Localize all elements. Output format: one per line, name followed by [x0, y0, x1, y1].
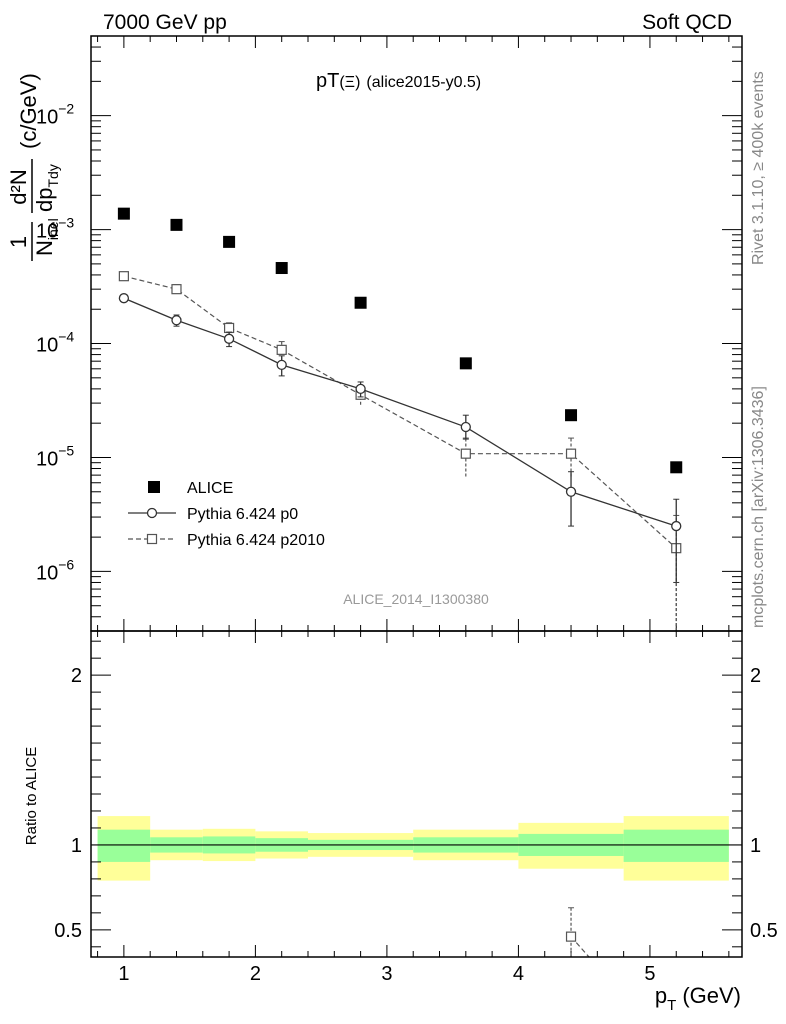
marker-p0 — [671, 520, 682, 532]
y-tick-label-exponent: −3 — [58, 215, 74, 231]
ratio-y-tick-label: 1 — [71, 835, 82, 857]
legend-label: Pythia 6.424 p0 — [187, 506, 298, 523]
analysis-label: ALICE_2014_I1300380 — [343, 591, 489, 607]
main-ylabel: 1 Ninel d²N dpTdy (c/GeV) — [6, 73, 61, 261]
title-sym: (Ξ) — [339, 74, 360, 91]
legend-marker-p2010 — [146, 533, 158, 545]
marker-p2010 — [171, 284, 182, 295]
ylabel-one: 1 — [6, 236, 31, 248]
mcplots-label: mcplots.cern.ch [arXiv:1306.3436] — [750, 386, 767, 628]
ratio-uncertainty-bands — [91, 816, 742, 881]
ratio-series-layer — [565, 907, 590, 958]
x-tick-label: 2 — [250, 963, 261, 985]
marker-p0 — [276, 359, 287, 370]
marker-p2010 — [565, 448, 577, 459]
y-tick-label-exponent: −4 — [58, 329, 74, 345]
marker-p2010 — [276, 344, 287, 355]
x-axis-label: pT (GeV) — [655, 983, 741, 1014]
ylabel-unit: (c/GeV) — [16, 73, 41, 149]
series-line-p2010 — [123, 275, 677, 549]
main-axis-ticks: 10−610−510−410−310−2 — [36, 35, 742, 632]
y-tick-label: 10−4 — [36, 329, 74, 357]
ratio-axis-ticks: 1 2 3 4 5 0.5 0.5 1 1 2 2 — [54, 631, 778, 985]
ratio-y-tick-label-right: 2 — [750, 665, 761, 687]
marker-alice — [565, 409, 578, 422]
series-line-p0 — [123, 297, 677, 527]
marker-alice — [354, 296, 367, 309]
y-tick-label: 10−6 — [36, 556, 74, 584]
marker-p0 — [460, 421, 471, 433]
ratio-y-tick-label-right: 0.5 — [750, 920, 778, 942]
marker-alice — [670, 461, 683, 474]
marker-p0 — [223, 333, 235, 344]
marker-p0 — [171, 315, 182, 326]
marker-p2010 — [460, 448, 471, 459]
x-tick-label: 4 — [513, 963, 524, 985]
x-tick-label: 1 — [118, 963, 129, 985]
legend-marker-alice — [148, 481, 160, 493]
marker-p0 — [118, 293, 130, 304]
ratio-y-tick-label: 2 — [71, 665, 82, 687]
x-tick-label: 5 — [644, 963, 655, 985]
marker-p2010 — [223, 322, 235, 334]
y-tick-label-exponent: −2 — [58, 101, 74, 117]
legend-label: Pythia 6.424 p2010 — [187, 532, 325, 549]
marker-alice — [459, 357, 472, 370]
title-tag: (alice2015-y0.5) — [366, 74, 481, 91]
x-tick-label: 3 — [381, 963, 392, 985]
legend-label: ALICE — [187, 480, 233, 497]
header-right: Soft QCD — [642, 11, 732, 34]
ratio-ylabel: Ratio to ALICE — [23, 747, 40, 845]
rivet-label: Rivet 3.1.10, ≥ 400k events — [750, 71, 767, 265]
ylabel-dp: dpTdy — [32, 164, 61, 212]
marker-alice — [117, 207, 130, 220]
marker-p0 — [355, 383, 366, 395]
title-main: pT — [316, 70, 339, 92]
marker-p2010 — [118, 271, 129, 282]
main-title: pT(Ξ) (alice2015-y0.5) — [316, 70, 481, 92]
y-tick-label-exponent: −6 — [58, 556, 74, 572]
legend: ALICE Pythia 6.424 p0 Pythia 6.424 p2010 — [128, 480, 325, 549]
marker-alice — [223, 235, 236, 248]
ratio-panel-frame — [90, 630, 743, 958]
ylabel-d2N: d²N — [6, 169, 31, 204]
y-tick-label-exponent: −5 — [58, 442, 74, 458]
main-series-layer — [117, 207, 683, 631]
marker-alice — [275, 262, 288, 275]
ratio-band-inner-7 — [623, 829, 729, 862]
marker-p0 — [565, 486, 577, 497]
legend-marker-p0 — [146, 507, 158, 519]
ratio-y-tick-label: 0.5 — [54, 920, 82, 942]
header-left: 7000 GeV pp — [103, 11, 227, 34]
ratio-band-inner-0 — [97, 829, 151, 862]
ratio-y-tick-label-right: 1 — [750, 835, 761, 857]
marker-alice — [170, 218, 183, 231]
y-tick-label: 10−2 — [36, 101, 74, 129]
y-tick-label: 10−5 — [36, 442, 74, 470]
ratio-marker-p2010 — [565, 931, 577, 942]
ylabel-N: Ninel — [32, 218, 61, 256]
